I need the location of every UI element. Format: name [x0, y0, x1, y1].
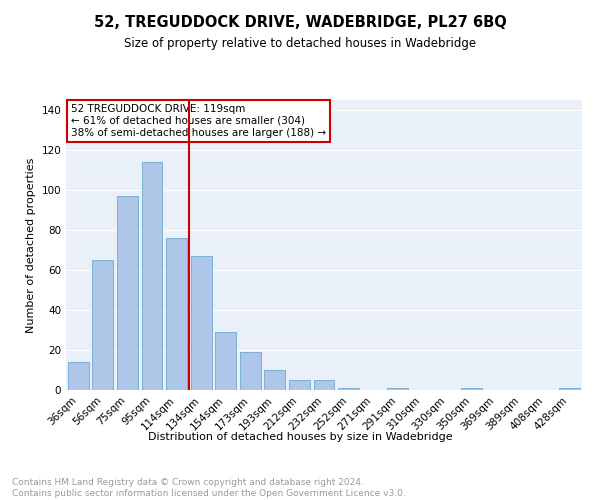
- Bar: [265, 370, 286, 390]
- Text: Distribution of detached houses by size in Wadebridge: Distribution of detached houses by size …: [148, 432, 452, 442]
- Bar: [461, 388, 482, 390]
- Bar: [387, 388, 408, 390]
- Text: 52 TREGUDDOCK DRIVE: 119sqm
← 61% of detached houses are smaller (304)
38% of se: 52 TREGUDDOCK DRIVE: 119sqm ← 61% of det…: [71, 104, 326, 138]
- Bar: [68, 362, 89, 390]
- Text: Size of property relative to detached houses in Wadebridge: Size of property relative to detached ho…: [124, 38, 476, 51]
- Bar: [142, 162, 163, 390]
- Bar: [559, 388, 580, 390]
- Y-axis label: Number of detached properties: Number of detached properties: [26, 158, 36, 332]
- Bar: [314, 380, 334, 390]
- Text: Contains HM Land Registry data © Crown copyright and database right 2024.
Contai: Contains HM Land Registry data © Crown c…: [12, 478, 406, 498]
- Bar: [240, 352, 261, 390]
- Text: 52, TREGUDDOCK DRIVE, WADEBRIDGE, PL27 6BQ: 52, TREGUDDOCK DRIVE, WADEBRIDGE, PL27 6…: [94, 15, 506, 30]
- Bar: [92, 260, 113, 390]
- Bar: [289, 380, 310, 390]
- Bar: [166, 238, 187, 390]
- Bar: [191, 256, 212, 390]
- Bar: [117, 196, 138, 390]
- Bar: [338, 388, 359, 390]
- Bar: [215, 332, 236, 390]
